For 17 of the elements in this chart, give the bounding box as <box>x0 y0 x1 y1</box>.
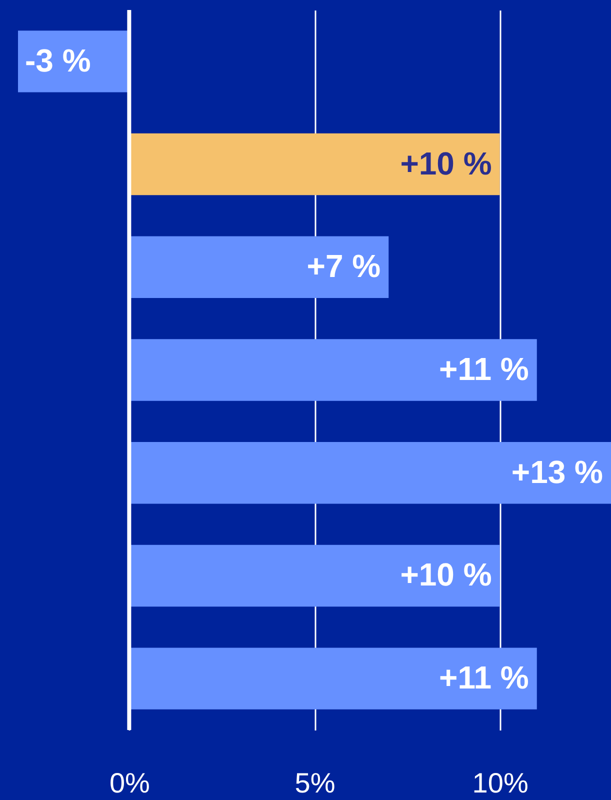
bar <box>18 30 130 92</box>
bar <box>129 236 389 298</box>
data-label: +11 % <box>439 351 529 387</box>
data-label: +13 % <box>511 454 603 490</box>
x-tick-label: 0% <box>109 768 150 798</box>
x-tick-label: 10% <box>472 768 528 798</box>
data-label: -3 % <box>25 42 91 78</box>
data-label: +7 % <box>306 248 381 284</box>
bar <box>129 544 500 607</box>
bar <box>129 648 537 710</box>
bar <box>129 442 611 504</box>
data-label: +11 % <box>439 660 529 696</box>
x-tick-label: 5% <box>294 768 336 798</box>
data-label: +10 % <box>400 556 492 593</box>
bar <box>129 133 500 196</box>
data-label: +10 % <box>400 145 492 182</box>
bar <box>129 339 537 401</box>
